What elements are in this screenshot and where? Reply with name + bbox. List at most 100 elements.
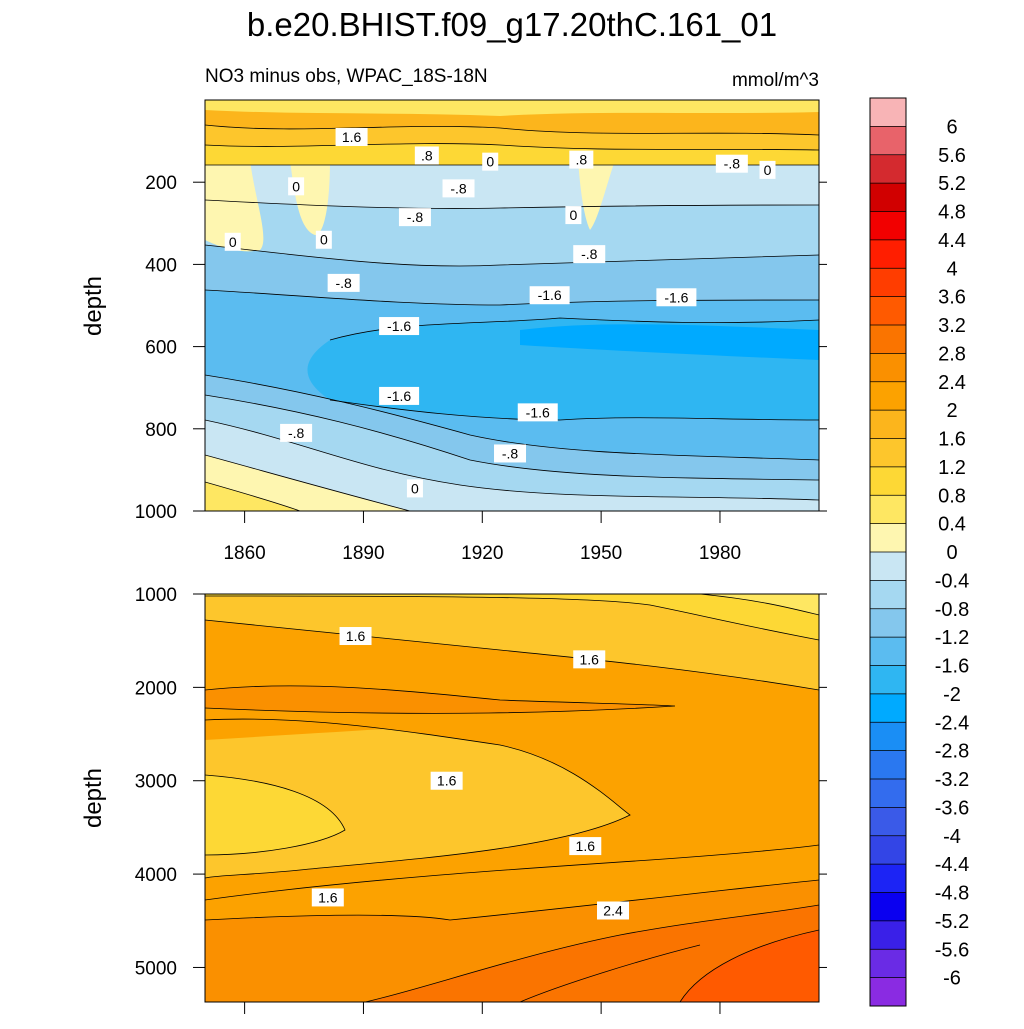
colorbar-frame: [869, 97, 907, 1007]
contour-label-text: 1.6: [346, 628, 366, 644]
contour-label: 1.6: [311, 888, 344, 907]
upper-isoline: [205, 289, 819, 306]
contour-label: 1.6: [573, 650, 606, 669]
colorbar-swatch: [870, 977, 906, 1007]
colorbar-swatch: [870, 381, 906, 411]
contour-label-text: 0: [229, 234, 237, 250]
upper-plot-frame: [204, 99, 820, 512]
contour-label-text: 0: [292, 178, 300, 194]
contour-label: 0: [288, 177, 305, 196]
upper-fill-zero-patch-3: [578, 160, 615, 230]
colorbar-swatch: [870, 949, 906, 979]
upper-fill-deep-m08: [205, 395, 819, 500]
y-tick-label: 2000: [135, 678, 177, 699]
upper-fill-zero-patch-1: [205, 160, 264, 252]
contour-label: -1.6: [517, 403, 558, 422]
lower-contour-lines: [205, 594, 819, 1002]
upper-fill-light-band: [205, 160, 819, 209]
lower-axis: 1000 2000 3000 4000 5000: [135, 585, 827, 1014]
contour-label-box: [311, 888, 344, 907]
colorbar-swatch: [870, 239, 906, 269]
contour-label-box: [597, 901, 630, 920]
y-tick-label: 400: [145, 255, 177, 276]
contour-label-box: [442, 179, 475, 198]
colorbar-swatch: [870, 779, 906, 808]
contour-label-text: -.8: [450, 180, 467, 196]
colorbar-swatch: [870, 154, 906, 184]
contour-label-text: 2.4: [603, 903, 623, 919]
lower-fill-deep-32: [680, 930, 819, 1002]
colorbar-swatch: [870, 920, 906, 950]
colorbar-label: -2.4: [935, 712, 969, 734]
colorbar-label: 2.8: [938, 343, 966, 365]
lower-isoline: [205, 879, 819, 921]
lower-isoline: [699, 594, 819, 616]
y-tick-label: 800: [145, 420, 177, 441]
contour-label-box: [379, 317, 420, 336]
colorbar-swatch: [870, 438, 906, 468]
contour-label-box: [573, 245, 606, 264]
lower-y-axis-label: depth: [80, 768, 107, 828]
colorbar-swatch: [870, 693, 906, 723]
lower-isoline: [679, 929, 819, 1002]
contour-label: 1.6: [335, 127, 368, 146]
upper-isoline: [205, 374, 819, 461]
upper-isoline: [205, 199, 819, 209]
contour-label-text: 0: [486, 154, 494, 170]
contour-label-box: [565, 206, 582, 225]
colorbar-swatch: [870, 864, 906, 893]
contour-label-box: [224, 232, 241, 251]
contour-label-text: -1.6: [538, 287, 562, 303]
colorbar-swatch: [870, 807, 906, 837]
upper-axis: 1860 1890 1920 1950 1980 200 400 600 800 1000: [135, 173, 827, 564]
contour-label: 0: [759, 160, 776, 179]
colorbar-swatch: [870, 353, 906, 383]
lower-isoline: [205, 718, 631, 879]
contour-label: -.8: [327, 273, 360, 292]
x-tick-label: 1950: [580, 543, 622, 564]
colorbar-label: 2.4: [938, 372, 966, 394]
colorbar-label: -6: [943, 968, 961, 990]
contour-label: .8: [414, 146, 439, 165]
contour-label: -.8: [494, 444, 527, 463]
lower-fill-top-08: [205, 594, 819, 640]
lower-isoline: [205, 619, 819, 691]
contour-label-text: -.8: [288, 425, 305, 441]
colorbar-swatch: [870, 98, 906, 127]
contour-label: -1.6: [379, 317, 420, 336]
contour-label-text: -1.6: [526, 404, 550, 420]
colorbar-label: 3.2: [938, 315, 966, 337]
contour-label-box: [430, 771, 463, 790]
colorbar-label: -5.6: [935, 939, 969, 961]
contour-label-box: [482, 152, 499, 171]
chart-title: b.e20.BHIST.f09_g17.20thC.161_01: [247, 6, 777, 43]
colorbar-swatch: [870, 608, 906, 638]
upper-fill-deep-light: [205, 420, 819, 511]
contour-label: -1.6: [379, 386, 420, 405]
contour-label: 0: [315, 230, 332, 249]
colorbar-label: 2: [946, 400, 957, 422]
contour-label: .8: [569, 150, 594, 169]
colorbar-swatch: [870, 183, 906, 212]
y-tick-label: 3000: [135, 772, 177, 793]
contour-label-box: [656, 288, 697, 307]
contour-label-box: [315, 230, 332, 249]
colorbar-label: -5.2: [935, 911, 969, 933]
contour-label-text: .8: [421, 147, 433, 163]
lower-panel: 1.61.61.61.61.62.4 10002000300040005000 …: [80, 585, 827, 1014]
contour-label-box: [379, 386, 420, 405]
colorbar-label: -2: [943, 684, 961, 706]
upper-isoline: [205, 454, 411, 511]
colorbar-swatch: [870, 637, 906, 666]
y-tick-label: 4000: [135, 865, 177, 886]
colorbar-label: 6: [946, 116, 957, 138]
contour-label: 0: [224, 232, 241, 251]
colorbar-swatch: [870, 750, 906, 780]
contour-label-box: [569, 150, 594, 169]
colorbar-swatch: [870, 580, 906, 610]
colorbar-label: -3.2: [935, 769, 969, 791]
lower-isoline: [205, 844, 819, 901]
x-tick-label: 1890: [342, 543, 384, 564]
contour-label: -1.6: [529, 286, 570, 305]
